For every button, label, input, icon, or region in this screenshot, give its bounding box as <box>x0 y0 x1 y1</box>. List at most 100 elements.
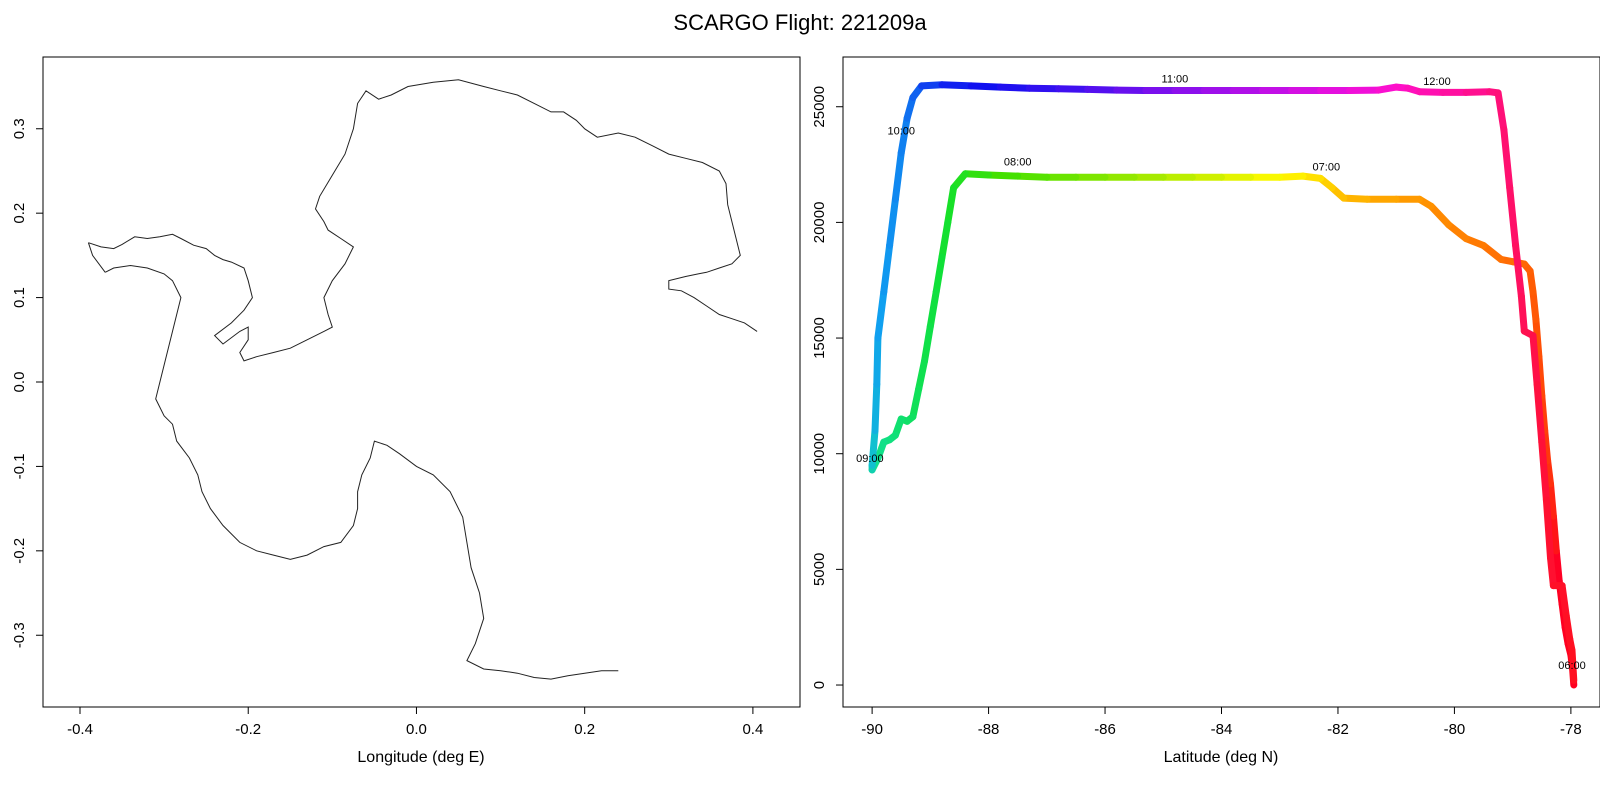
map-y-axis: -0.3 -0.2 -0.1 0.0 0.1 0.2 0.3 <box>11 118 43 648</box>
altitude-x-axis: -90 -88 -86 -84 -82 -80 -78 <box>861 707 1582 738</box>
altitude-y-tick-label: 0 <box>811 681 828 689</box>
map-x-tick-label: -0.4 <box>67 721 93 738</box>
altitude-x-tick-label: -80 <box>1444 721 1466 738</box>
time-label: 09:00 <box>856 453 884 465</box>
altitude-x-axis-title: Latitude (deg N) <box>1164 749 1279 766</box>
flight-track-segment <box>880 242 894 296</box>
altitude-panel: -90 -88 -86 -84 -82 -80 -78 0 5000 10000 15000 200… <box>811 56 1600 766</box>
flight-track-segment <box>1535 353 1546 400</box>
coastline-outline <box>88 79 758 362</box>
altitude-y-tick-label: 25000 <box>811 86 828 128</box>
flight-track-segment <box>1014 172 1051 181</box>
flight-track-segment <box>996 83 1033 92</box>
flight-track-segment <box>938 81 975 90</box>
coastline-outline2 <box>104 264 619 680</box>
altitude-plot-frame <box>842 56 1600 708</box>
flight-track <box>868 81 1578 689</box>
flight-track-segment <box>1533 380 1546 446</box>
altitude-x-tick-label: -82 <box>1327 721 1349 738</box>
flight-track-segment <box>1544 457 1554 488</box>
flight-track-segment <box>1084 85 1121 94</box>
altitude-x-tick-label: -88 <box>978 721 1000 738</box>
time-label: 06:00 <box>1558 660 1586 672</box>
altitude-y-axis: 0 5000 10000 15000 20000 25000 <box>811 86 843 689</box>
flight-track-segment <box>985 171 1022 180</box>
time-label: 07:00 <box>1313 161 1341 173</box>
altitude-y-tick-label: 20000 <box>811 202 828 244</box>
flight-track-segment <box>871 380 881 435</box>
flight-track-segment <box>1445 221 1470 243</box>
flight-track-segment <box>1568 646 1578 684</box>
altitude-x-tick-label: -78 <box>1560 721 1582 738</box>
flight-track-segment <box>1494 89 1508 134</box>
flight-track-segment <box>1547 554 1557 590</box>
flight-track-segment <box>1055 85 1092 93</box>
flight-track-segment <box>886 195 899 249</box>
coastline-outline3 <box>87 242 106 273</box>
flight-track-segment <box>926 288 940 330</box>
flight-track-segment <box>1529 332 1541 388</box>
altitude-x-tick-label: -84 <box>1211 721 1233 738</box>
flight-track-segment <box>1427 202 1453 229</box>
flight-track-segment <box>1500 126 1514 192</box>
flight-track-segment <box>1538 438 1550 504</box>
map-y-tick-label: -0.3 <box>11 622 28 648</box>
flight-track-segment <box>1480 242 1505 263</box>
flight-track-segment <box>1541 427 1552 465</box>
flight-track-segment <box>1526 267 1537 296</box>
map-plot-frame <box>42 56 801 708</box>
time-label: 08:00 <box>1004 157 1032 169</box>
altitude-y-tick-label: 10000 <box>811 433 828 475</box>
flight-track-segment <box>1416 88 1447 96</box>
flight-track-segment <box>1512 242 1525 300</box>
flight-track-segment <box>1549 512 1560 555</box>
map-panel: -0.4 -0.2 0.0 0.2 0.4 -0.3 -0.2 -0.1 0.0 0.1 0.2 0… <box>11 56 801 766</box>
flight-track-segment <box>1025 84 1062 93</box>
map-y-tick-label: 0.1 <box>11 287 28 308</box>
flight-track-segment <box>938 218 952 261</box>
map-y-tick-label: 0.0 <box>11 372 28 393</box>
map-y-tick-label: -0.2 <box>11 538 28 564</box>
map-y-tick-label: 0.2 <box>11 203 28 224</box>
flight-track-segment <box>1276 172 1307 181</box>
altitude-y-tick-label: 5000 <box>811 553 828 586</box>
time-label: 11:00 <box>1162 73 1189 85</box>
map-x-tick-label: 0.0 <box>406 721 427 738</box>
map-x-axis-title: Longitude (deg E) <box>357 749 484 766</box>
flight-track-segment <box>909 385 923 421</box>
flight-track-segment <box>1558 582 1570 620</box>
map-y-tick-label: 0.3 <box>11 118 28 139</box>
map-coastline <box>87 79 758 680</box>
map-x-tick-label: 0.4 <box>742 721 763 738</box>
map-x-axis: -0.4 -0.2 0.0 0.2 0.4 <box>67 707 763 738</box>
flight-track-segment <box>967 82 1004 91</box>
flight-track-segment <box>932 253 946 296</box>
flight-track-segment <box>1462 88 1493 96</box>
flight-track-segment <box>1532 316 1543 361</box>
flight-track-segment <box>903 94 917 122</box>
flight-track-segment <box>874 288 888 342</box>
flight-track-segment <box>1529 288 1540 323</box>
flight-track-segment <box>1538 392 1549 435</box>
flight-track-segment <box>1547 480 1557 520</box>
flight-track-segment <box>1517 292 1528 335</box>
flight-track-segment <box>1506 184 1520 249</box>
altitude-x-tick-label: -86 <box>1094 721 1116 738</box>
flight-track-segment <box>897 114 911 157</box>
flight-track-segment <box>1562 612 1574 643</box>
time-annotations: 06:00 07:00 08:00 09:00 10:00 11:00 12:00 <box>856 73 1586 671</box>
flight-track-segment <box>873 334 882 388</box>
map-x-tick-label: 0.2 <box>574 721 595 738</box>
flight-track-segment <box>891 149 905 203</box>
flight-track-segment <box>961 170 993 179</box>
time-label: 12:00 <box>1423 76 1451 88</box>
time-label: 10:00 <box>887 125 915 137</box>
flight-track-segment <box>868 427 879 469</box>
map-x-tick-label: -0.2 <box>235 721 261 738</box>
flight-track-segment <box>1542 496 1554 562</box>
figure-title: SCARGO Flight: 221209a <box>673 10 927 35</box>
map-y-tick-label: -0.1 <box>11 453 28 479</box>
flight-track-segment <box>1340 194 1371 203</box>
flight-track-segment <box>921 323 934 365</box>
